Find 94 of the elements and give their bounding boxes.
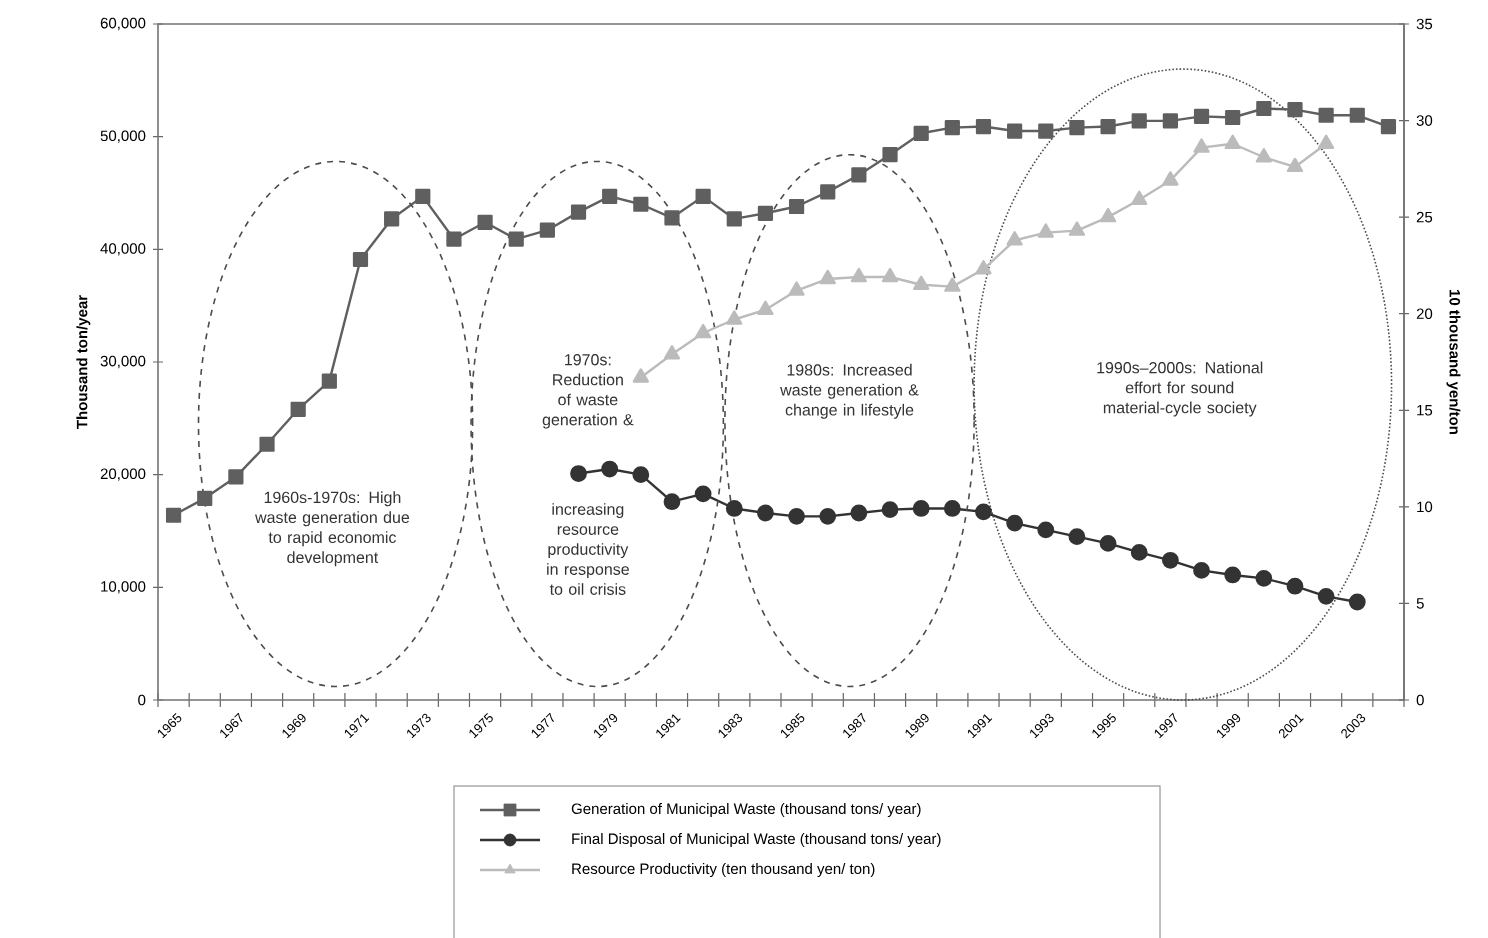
point [819, 269, 836, 285]
point [165, 507, 182, 523]
point [726, 211, 742, 227]
point [694, 485, 712, 503]
point [788, 507, 805, 525]
annotation: 1980s: Increased waste generation & change in lifestyle [780, 363, 919, 419]
point [570, 204, 587, 220]
point [1037, 521, 1055, 539]
point [632, 368, 649, 383]
point [912, 500, 930, 517]
point [1287, 102, 1303, 118]
point [321, 373, 337, 389]
point [1006, 231, 1023, 246]
annotation: increasing resource productivity in response to oil crisis [547, 503, 629, 595]
point [197, 490, 213, 506]
point [664, 210, 680, 226]
point [602, 188, 618, 204]
point [1286, 157, 1304, 173]
point [881, 501, 899, 518]
point [820, 184, 836, 200]
point [695, 188, 711, 204]
point [975, 118, 992, 135]
point [1007, 123, 1023, 139]
point [1224, 134, 1241, 149]
point [1162, 171, 1179, 186]
point [384, 211, 400, 227]
point [1069, 120, 1085, 136]
point [850, 267, 868, 283]
point [788, 198, 805, 215]
point [1161, 551, 1179, 569]
point [352, 251, 369, 268]
point [1286, 577, 1304, 595]
point [943, 500, 961, 517]
point [1225, 109, 1241, 126]
point [1099, 535, 1117, 552]
point [757, 504, 774, 522]
point [601, 460, 619, 478]
point [819, 507, 837, 525]
point [1256, 100, 1272, 117]
point [1318, 134, 1335, 149]
point [695, 323, 712, 339]
point [1131, 190, 1148, 205]
annotation: 1990s–2000s: National effort for sound material-cycle society [1097, 361, 1263, 417]
point [259, 436, 275, 452]
point [975, 503, 992, 521]
point [975, 260, 992, 275]
point [1099, 207, 1117, 223]
point [290, 401, 306, 417]
point [851, 167, 867, 183]
point [1193, 562, 1210, 579]
point [944, 120, 960, 136]
point [1318, 107, 1334, 123]
point [632, 466, 650, 484]
point [850, 504, 868, 522]
point [1348, 593, 1366, 611]
point [1037, 223, 1054, 238]
point [663, 493, 681, 511]
point [1193, 138, 1210, 153]
point [228, 469, 244, 485]
point [1224, 566, 1242, 584]
point [1068, 528, 1086, 546]
point [913, 125, 929, 141]
point [725, 500, 743, 517]
point [508, 231, 524, 247]
point [1130, 544, 1148, 561]
point [570, 465, 587, 482]
point [1068, 221, 1086, 236]
point [1193, 108, 1210, 124]
point [1006, 514, 1024, 532]
point [663, 345, 681, 360]
point [788, 281, 805, 296]
point [1038, 123, 1054, 139]
point [1131, 113, 1147, 129]
point [757, 205, 774, 221]
point [633, 196, 649, 212]
point [1255, 569, 1273, 587]
point [1100, 118, 1116, 135]
point [539, 222, 555, 238]
point [881, 267, 899, 283]
point [1349, 107, 1365, 123]
point [1162, 113, 1178, 129]
point [882, 147, 898, 163]
point [944, 277, 961, 292]
annotation: 1960s-1970s: High waste generation due to rapid economic development [255, 491, 410, 567]
point [757, 300, 774, 316]
point [726, 310, 743, 325]
annotation: 1970s: Reduction of waste generation & [542, 354, 634, 429]
point [1380, 118, 1397, 135]
point [1255, 148, 1272, 163]
point [415, 188, 431, 204]
point [1317, 587, 1335, 605]
point [477, 214, 493, 230]
point [913, 275, 930, 290]
point [446, 231, 462, 247]
